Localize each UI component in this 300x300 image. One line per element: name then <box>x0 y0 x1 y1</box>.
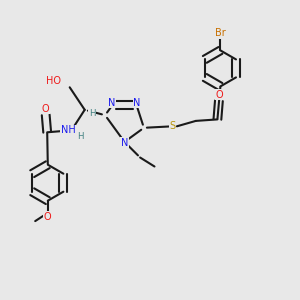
Text: N: N <box>121 138 128 148</box>
Text: O: O <box>215 90 223 100</box>
Text: Br: Br <box>215 28 226 38</box>
Text: HO: HO <box>46 76 61 86</box>
Text: H: H <box>89 109 95 118</box>
Text: NH: NH <box>61 125 76 135</box>
Text: N: N <box>134 98 141 108</box>
Text: H: H <box>77 132 83 141</box>
Text: N: N <box>108 98 116 108</box>
Text: O: O <box>44 212 51 222</box>
Text: O: O <box>42 104 50 114</box>
Text: S: S <box>169 121 176 131</box>
